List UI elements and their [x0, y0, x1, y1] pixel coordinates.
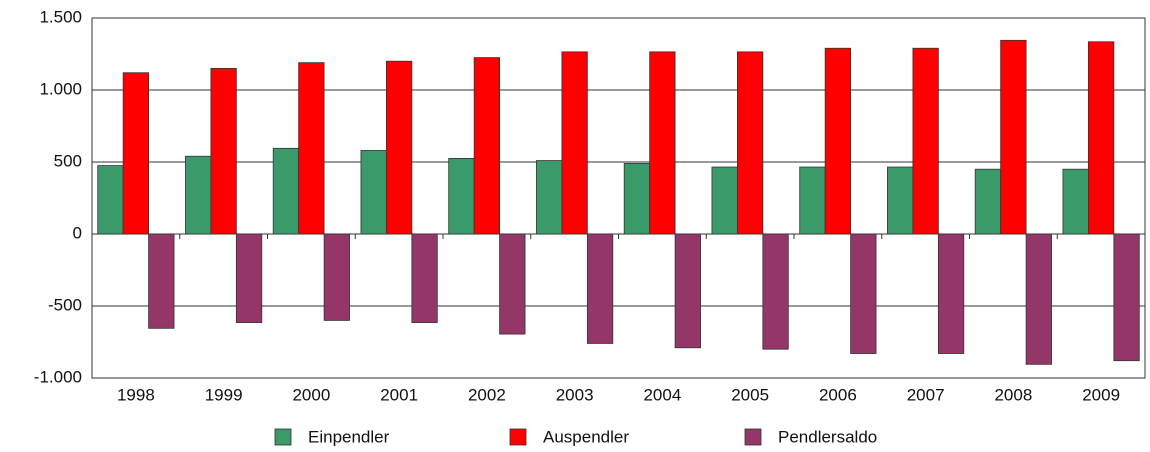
x-tick-label: 1999: [205, 385, 243, 404]
bar: [448, 157, 475, 235]
legend-label: Einpendler: [308, 427, 390, 446]
bar: [850, 233, 877, 354]
bar: [235, 233, 263, 323]
bar: [386, 60, 413, 235]
bar: [210, 68, 237, 235]
bar: [1088, 41, 1115, 235]
bar: [674, 233, 701, 349]
legend-swatch: [509, 428, 527, 446]
bar: [499, 233, 526, 335]
bar: [272, 147, 300, 235]
plot-frame: [91, 17, 1146, 379]
bar: [298, 62, 325, 235]
bar: [561, 51, 588, 235]
bar: [97, 165, 124, 235]
bar: [586, 233, 614, 344]
legend-swatch: [274, 428, 292, 446]
x-tick-label: 2000: [292, 385, 330, 404]
y-tick-label: -1.000: [34, 367, 82, 386]
y-tick-label: 1.000: [39, 79, 82, 98]
x-tick-label: 1998: [117, 385, 155, 404]
bar: [912, 47, 939, 235]
x-tick-label: 2004: [643, 385, 681, 404]
bar: [762, 233, 789, 350]
x-tick-label: 2003: [556, 385, 594, 404]
x-tick-label: 2002: [468, 385, 506, 404]
y-tick-label: 1.500: [39, 7, 82, 26]
x-tick-label: 2001: [380, 385, 418, 404]
x-tick-label: 2009: [1082, 385, 1120, 404]
bar: [649, 51, 676, 235]
bar: [473, 57, 500, 235]
bar: [1062, 168, 1089, 235]
bar: [799, 166, 826, 235]
bar: [974, 168, 1002, 235]
legend-label: Pendlersaldo: [778, 427, 877, 446]
bar: [536, 160, 563, 235]
y-tick-label: 500: [54, 151, 82, 170]
bar: [148, 233, 175, 329]
bar: [623, 163, 651, 235]
y-tick-label: 0: [73, 223, 82, 242]
legend-swatch: [744, 428, 762, 446]
y-tick-label: -500: [48, 295, 82, 314]
bar: [887, 166, 914, 235]
bar: [360, 150, 387, 235]
x-tick-label: 2005: [731, 385, 769, 404]
bar: [711, 166, 738, 235]
x-tick-label: 2007: [907, 385, 945, 404]
bar: [185, 155, 212, 235]
bar: [122, 72, 149, 235]
bar: [824, 47, 851, 235]
bar: [1000, 39, 1027, 235]
legend-label: Auspendler: [543, 427, 629, 446]
bar: [323, 233, 350, 321]
bar: [937, 233, 965, 354]
bar: [737, 51, 764, 235]
x-tick-label: 2008: [994, 385, 1032, 404]
bar: [1113, 233, 1140, 362]
bar: [411, 233, 438, 323]
bar: [1025, 233, 1052, 365]
x-tick-label: 2006: [819, 385, 857, 404]
